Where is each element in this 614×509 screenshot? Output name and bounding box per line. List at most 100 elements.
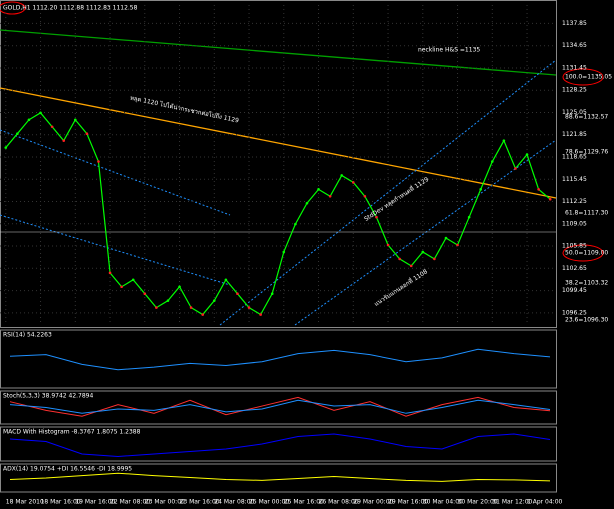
annotation: 50.0=1109.00 — [565, 250, 608, 257]
channel-line — [219, 59, 557, 326]
price-point — [340, 174, 344, 177]
price-point — [328, 195, 332, 198]
x-tick-label: 30 Mar 20:00 — [458, 499, 498, 506]
price-point — [16, 132, 19, 135]
channel-line — [0, 214, 231, 286]
price-point — [224, 278, 228, 282]
price-point — [456, 243, 459, 247]
y-tick-label: 1099.45 — [562, 287, 587, 294]
circle-mark — [562, 244, 604, 262]
x-tick-label: 29 Mar 16:00 — [388, 499, 428, 506]
x-tick-label: 29 Mar 00:00 — [353, 499, 393, 506]
price-point — [73, 118, 77, 122]
y-tick-label: 1096.25 — [562, 309, 587, 316]
trend-line — [0, 87, 557, 199]
y-tick-label: 1121.85 — [562, 131, 587, 138]
price-point — [433, 257, 436, 261]
x-tick-label: 22 Mar 08:00 — [110, 499, 150, 506]
y-tick-label: 1134.65 — [562, 42, 587, 49]
price-point — [317, 188, 320, 191]
price-point — [467, 215, 471, 219]
x-tick-label: 30 Mar 04:00 — [423, 499, 463, 506]
price-point — [282, 250, 286, 254]
price-point — [363, 195, 367, 198]
price-point — [155, 306, 158, 309]
indicator-line — [9, 472, 551, 482]
indicator-line — [9, 348, 551, 371]
chart-title: GOLD,H1 1112.20 1112.88 1112.83 1112.58 — [3, 5, 138, 12]
price-point — [386, 243, 390, 247]
neckline — [0, 29, 557, 76]
price-point — [166, 299, 170, 302]
x-tick-label: 25 Mar 00:00 — [249, 499, 289, 506]
price-point — [120, 285, 123, 289]
x-tick-label: 26 Mar 08:00 — [319, 499, 359, 506]
circle-mark — [562, 68, 604, 86]
annotation: neckline H&S =1135 — [418, 47, 480, 54]
price-point — [85, 132, 89, 135]
indicator-line — [9, 399, 551, 414]
price-point — [39, 111, 42, 115]
circle-mark — [0, 1, 26, 15]
price-point — [236, 292, 239, 295]
price-point — [398, 257, 401, 261]
x-tick-label: 18 Mar 16:00 — [41, 499, 81, 506]
channel-line — [294, 139, 557, 326]
y-tick-label: 1128.25 — [562, 87, 587, 94]
price-point — [62, 139, 66, 142]
annotation: 61.8=1117.30 — [565, 210, 608, 217]
price-point — [201, 313, 205, 316]
panel-frame — [0, 426, 557, 462]
price-point — [247, 306, 251, 309]
price-point — [4, 146, 8, 149]
price-point — [537, 188, 540, 191]
price-point — [27, 118, 31, 122]
main-frame — [0, 0, 557, 328]
panel-label: MACD With Histogram -8.3767 1.8075 1.238… — [3, 429, 141, 436]
annotation: 100.0=1135.05 — [565, 74, 612, 81]
panel-label: RSI(14) 54.2263 — [3, 332, 52, 339]
x-tick-label: 23 Mar 00:00 — [145, 499, 185, 506]
panel-label: ADX(14) 19.0754 +DI 16.5546 -DI 18.9995 — [3, 466, 132, 473]
y-tick-label: 1102.65 — [562, 265, 587, 272]
indicator-line — [9, 396, 551, 417]
x-tick-label: 1 Apr 04:00 — [527, 499, 562, 506]
y-tick-label: 1109.05 — [562, 220, 587, 227]
price-point — [189, 306, 193, 309]
price-point — [490, 160, 494, 163]
annotation: 88.6=1132.57 — [565, 114, 608, 121]
price-point — [444, 236, 448, 240]
x-tick-label: 19 Mar 16:00 — [75, 499, 115, 506]
price-point — [502, 139, 506, 142]
price-point — [514, 167, 517, 170]
annotation: 38.2=1103.32 — [565, 280, 608, 287]
price-point — [108, 271, 112, 275]
y-tick-label: 1105.85 — [562, 243, 587, 250]
price-point — [409, 264, 413, 268]
channel-line — [0, 129, 231, 216]
price-point — [50, 125, 54, 129]
price-point — [259, 313, 262, 316]
y-tick-label: 1112.25 — [562, 198, 587, 205]
price-point — [548, 197, 552, 201]
price-point — [305, 201, 309, 205]
price-point — [131, 278, 135, 282]
y-tick-label: 1137.85 — [562, 20, 587, 27]
panel-frame — [0, 463, 557, 493]
price-point — [212, 299, 216, 302]
x-tick-label: 18 Mar 2010 — [6, 499, 44, 506]
price-point — [143, 292, 147, 295]
price-point — [375, 215, 378, 219]
price-point — [97, 160, 100, 163]
price-point — [178, 285, 181, 289]
x-tick-label: 23 Mar 16:00 — [180, 499, 220, 506]
price-point — [525, 153, 529, 156]
annotation: 78.6=1129.76 — [565, 149, 608, 156]
price-point — [270, 292, 274, 295]
x-tick-label: 24 Mar 08:00 — [214, 499, 254, 506]
indicator-line — [9, 433, 551, 458]
price-point — [421, 250, 425, 254]
y-tick-label: 1125.05 — [562, 109, 587, 116]
x-tick-label: 31 Mar 12:00 — [492, 499, 532, 506]
